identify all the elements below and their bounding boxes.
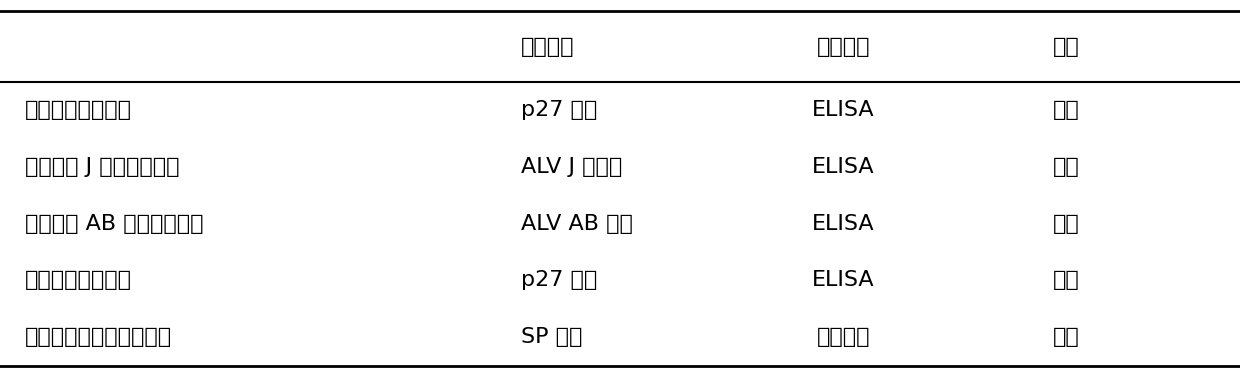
Text: 禽白血病抗原检测: 禽白血病抗原检测 bbox=[25, 270, 131, 291]
Text: ELISA: ELISA bbox=[812, 214, 874, 234]
Text: 检测项目: 检测项目 bbox=[521, 37, 574, 57]
Text: 进口: 进口 bbox=[1053, 270, 1080, 291]
Text: 来源: 来源 bbox=[1053, 37, 1080, 57]
Text: SP 抗体: SP 抗体 bbox=[521, 327, 582, 347]
Text: 技术方法: 技术方法 bbox=[816, 37, 870, 57]
Text: 国内: 国内 bbox=[1053, 100, 1080, 120]
Text: 鸡白痢沙门氏菌抗体检测: 鸡白痢沙门氏菌抗体检测 bbox=[25, 327, 172, 347]
Text: p27 抗原: p27 抗原 bbox=[521, 270, 596, 291]
Text: ALV J 亚群抗: ALV J 亚群抗 bbox=[521, 157, 622, 177]
Text: p27 抗原: p27 抗原 bbox=[521, 100, 596, 120]
Text: ELISA: ELISA bbox=[812, 100, 874, 120]
Text: 进口: 进口 bbox=[1053, 157, 1080, 177]
Text: 禽白血病抗原检测: 禽白血病抗原检测 bbox=[25, 100, 131, 120]
Text: 禽白血病 AB 亚群抗体检测: 禽白血病 AB 亚群抗体检测 bbox=[25, 214, 203, 234]
Text: ALV AB 抗体: ALV AB 抗体 bbox=[521, 214, 632, 234]
Text: 进口: 进口 bbox=[1053, 214, 1080, 234]
Text: ELISA: ELISA bbox=[812, 157, 874, 177]
Text: 平板凝集: 平板凝集 bbox=[816, 327, 870, 347]
Text: 禽白血病 J 亚群抗体检测: 禽白血病 J 亚群抗体检测 bbox=[25, 157, 180, 177]
Text: 国内: 国内 bbox=[1053, 327, 1080, 347]
Text: ELISA: ELISA bbox=[812, 270, 874, 291]
